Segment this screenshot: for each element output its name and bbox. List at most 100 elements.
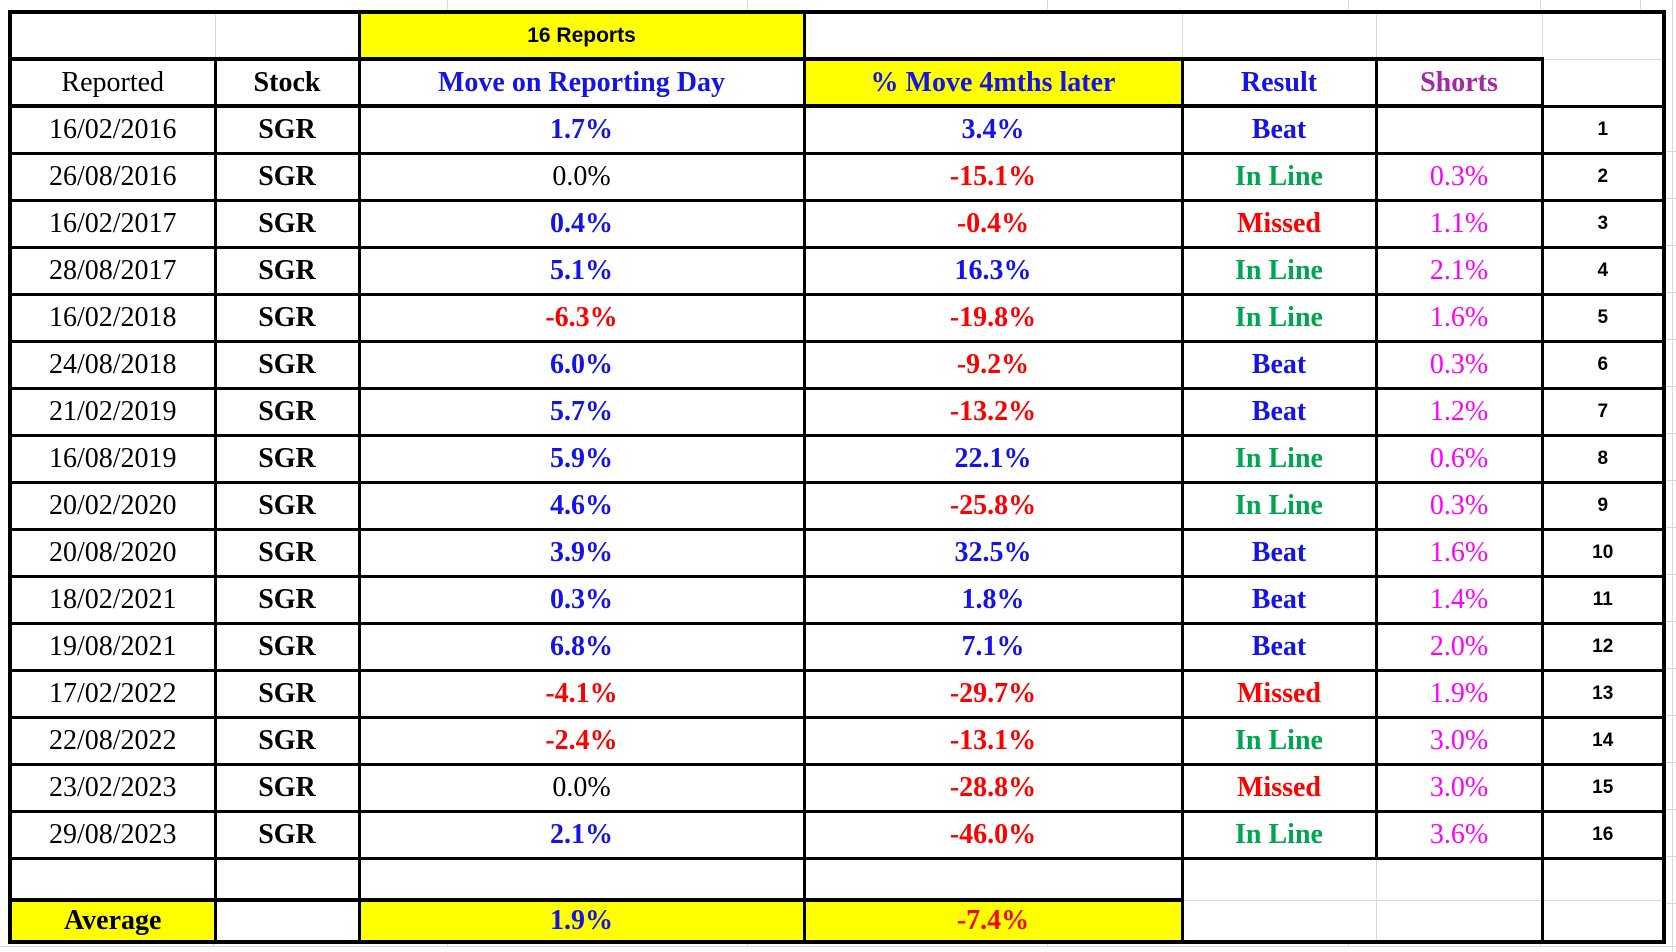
cell-reported-date[interactable]: 17/02/2022 [8, 668, 217, 719]
blank-cell[interactable] [802, 856, 1184, 902]
blank-cell[interactable] [1181, 857, 1377, 901]
column-header-stock[interactable]: Stock [213, 57, 361, 108]
reports-count-banner[interactable]: 16 Reports [357, 10, 806, 61]
cell-row-number[interactable]: 13 [1540, 668, 1666, 719]
cell-result[interactable]: Beat [1180, 339, 1378, 390]
cell-move-on-day[interactable]: -2.4% [357, 715, 806, 766]
cell-stock[interactable]: SGR [213, 527, 361, 578]
cell-row-number[interactable]: 15 [1540, 762, 1666, 813]
cell-reported-date[interactable]: 16/02/2018 [8, 292, 217, 343]
cell-row-number[interactable]: 3 [1540, 198, 1666, 249]
cell-stock[interactable]: SGR [213, 809, 361, 860]
blank-cell[interactable] [9, 10, 216, 61]
blank-cell[interactable] [1541, 58, 1665, 107]
cell-shorts[interactable]: 1.6% [1374, 527, 1544, 578]
cell-move-on-day[interactable]: 2.1% [357, 809, 806, 860]
cell-move-on-day[interactable]: 0.4% [357, 198, 806, 249]
cell-reported-date[interactable]: 19/08/2021 [8, 621, 217, 672]
average-label-cell[interactable]: Average [8, 898, 217, 944]
cell-move-on-day[interactable]: 5.7% [357, 386, 806, 437]
cell-move-4mths[interactable]: -13.2% [802, 386, 1184, 437]
cell-shorts[interactable]: 1.9% [1374, 668, 1544, 719]
cell-result[interactable]: Beat [1180, 527, 1378, 578]
cell-move-4mths[interactable]: 7.1% [802, 621, 1184, 672]
cell-row-number[interactable]: 10 [1540, 527, 1666, 578]
cell-stock[interactable]: SGR [213, 668, 361, 719]
cell-move-4mths[interactable]: -0.4% [802, 198, 1184, 249]
cell-reported-date[interactable]: 21/02/2019 [8, 386, 217, 437]
cell-shorts[interactable]: 0.3% [1374, 339, 1544, 390]
cell-result[interactable]: In Line [1180, 433, 1378, 484]
cell-move-on-day[interactable]: 1.7% [357, 104, 806, 155]
cell-shorts[interactable]: 1.6% [1374, 292, 1544, 343]
blank-cell[interactable] [8, 856, 217, 902]
cell-move-on-day[interactable]: -4.1% [357, 668, 806, 719]
cell-shorts[interactable]: 3.0% [1374, 715, 1544, 766]
cell-move-4mths[interactable]: -15.1% [802, 151, 1184, 202]
blank-cell[interactable] [1540, 856, 1666, 901]
blank-cell[interactable] [214, 10, 360, 61]
cell-stock[interactable]: SGR [213, 245, 361, 296]
blank-cell[interactable] [1375, 10, 1543, 61]
cell-move-on-day[interactable]: 6.0% [357, 339, 806, 390]
average-move-day-cell[interactable]: 1.9% [357, 898, 806, 944]
cell-stock[interactable]: SGR [213, 292, 361, 343]
cell-move-on-day[interactable]: 3.9% [357, 527, 806, 578]
cell-reported-date[interactable]: 16/08/2019 [8, 433, 217, 484]
cell-result[interactable]: Missed [1180, 198, 1378, 249]
cell-result[interactable]: In Line [1180, 151, 1378, 202]
cell-row-number[interactable]: 7 [1540, 386, 1666, 437]
cell-move-4mths[interactable]: 1.8% [802, 574, 1184, 625]
cell-shorts[interactable]: 2.0% [1374, 621, 1544, 672]
blank-cell[interactable] [213, 856, 361, 902]
cell-stock[interactable]: SGR [213, 198, 361, 249]
cell-move-on-day[interactable]: 5.1% [357, 245, 806, 296]
cell-stock[interactable]: SGR [213, 480, 361, 531]
cell-shorts[interactable]: 1.4% [1374, 574, 1544, 625]
cell-move-on-day[interactable]: -6.3% [357, 292, 806, 343]
blank-cell[interactable] [1541, 10, 1665, 60]
cell-move-on-day[interactable]: 0.0% [357, 762, 806, 813]
column-header-reported[interactable]: Reported [8, 57, 217, 108]
cell-result[interactable]: Beat [1180, 386, 1378, 437]
cell-result[interactable]: In Line [1180, 245, 1378, 296]
cell-move-4mths[interactable]: 22.1% [802, 433, 1184, 484]
cell-shorts[interactable]: 1.2% [1374, 386, 1544, 437]
blank-cell[interactable] [213, 898, 361, 944]
cell-move-4mths[interactable]: -28.8% [802, 762, 1184, 813]
cell-stock[interactable]: SGR [213, 104, 361, 155]
cell-move-on-day[interactable]: 6.8% [357, 621, 806, 672]
cell-result[interactable]: In Line [1180, 480, 1378, 531]
cell-shorts[interactable]: 0.3% [1374, 151, 1544, 202]
column-header-result[interactable]: Result [1180, 57, 1378, 108]
cell-move-4mths[interactable]: -9.2% [802, 339, 1184, 390]
cell-move-on-day[interactable]: 0.0% [357, 151, 806, 202]
cell-move-on-day[interactable]: 0.3% [357, 574, 806, 625]
cell-stock[interactable]: SGR [213, 386, 361, 437]
cell-reported-date[interactable]: 23/02/2023 [8, 762, 217, 813]
cell-shorts[interactable]: 0.3% [1374, 480, 1544, 531]
column-header-shorts[interactable]: Shorts [1374, 57, 1544, 108]
cell-move-4mths[interactable]: -25.8% [802, 480, 1184, 531]
column-header-move-4m[interactable]: % Move 4mths later [802, 57, 1184, 108]
blank-cell[interactable] [1375, 857, 1543, 901]
cell-row-number[interactable]: 14 [1540, 715, 1666, 766]
blank-cell[interactable] [1540, 899, 1666, 944]
cell-shorts[interactable] [1374, 104, 1544, 155]
cell-shorts[interactable]: 0.6% [1374, 433, 1544, 484]
cell-shorts[interactable]: 3.0% [1374, 762, 1544, 813]
cell-result[interactable]: Missed [1180, 762, 1378, 813]
cell-reported-date[interactable]: 26/08/2016 [8, 151, 217, 202]
column-header-move-day[interactable]: Move on Reporting Day [357, 57, 806, 108]
cell-row-number[interactable]: 8 [1540, 433, 1666, 484]
cell-row-number[interactable]: 9 [1540, 480, 1666, 531]
cell-reported-date[interactable]: 28/08/2017 [8, 245, 217, 296]
blank-cell[interactable] [1375, 899, 1543, 943]
cell-row-number[interactable]: 2 [1540, 151, 1666, 202]
cell-move-on-day[interactable]: 4.6% [357, 480, 806, 531]
cell-row-number[interactable]: 6 [1540, 339, 1666, 390]
cell-shorts[interactable]: 1.1% [1374, 198, 1544, 249]
cell-stock[interactable]: SGR [213, 339, 361, 390]
cell-stock[interactable]: SGR [213, 762, 361, 813]
cell-reported-date[interactable]: 24/08/2018 [8, 339, 217, 390]
